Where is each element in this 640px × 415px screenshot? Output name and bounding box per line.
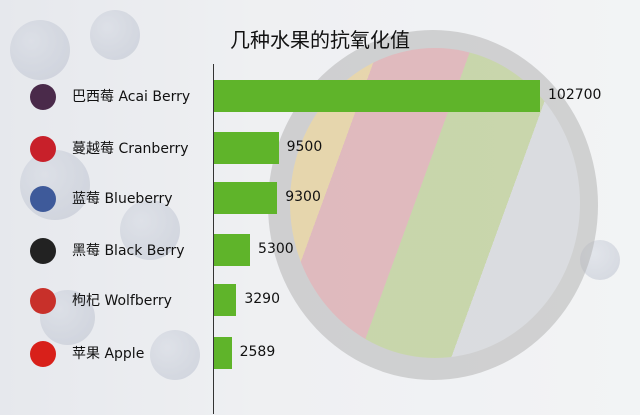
acai-berry-icon xyxy=(30,84,56,110)
apple-icon xyxy=(30,341,56,367)
blueberry-icon xyxy=(30,186,56,212)
y-axis-line xyxy=(213,64,214,414)
category-label: 巴西莓 Acai Berry xyxy=(72,89,191,105)
chart-title: 几种水果的抗氧化值 xyxy=(230,28,410,52)
bar xyxy=(214,337,232,369)
bar-row: 枸杞 Wolfberry 3290 xyxy=(0,280,640,320)
category-label: 蔓越莓 Cranberry xyxy=(72,141,189,157)
category-label: 苹果 Apple xyxy=(72,346,145,362)
bar-row: 苹果 Apple 2589 xyxy=(0,333,640,373)
category-label: 黑莓 Black Berry xyxy=(72,243,185,259)
category-label: 蓝莓 Blueberry xyxy=(72,191,173,207)
bar xyxy=(214,234,251,266)
bar-row: 巴西莓 Acai Berry 102700 xyxy=(0,76,640,116)
bar xyxy=(214,132,279,164)
cranberry-icon xyxy=(30,136,56,162)
bar xyxy=(214,80,540,112)
bar-row: 蔓越莓 Cranberry 9500 xyxy=(0,128,640,168)
data-label: 5300 xyxy=(258,241,294,257)
data-label: 102700 xyxy=(548,87,602,103)
bar xyxy=(214,182,278,214)
bar-row: 黑莓 Black Berry 5300 xyxy=(0,230,640,270)
bar xyxy=(214,284,237,316)
data-label: 3290 xyxy=(244,291,280,307)
data-label: 9300 xyxy=(285,189,321,205)
data-label: 9500 xyxy=(286,139,323,155)
category-label: 枸杞 Wolfberry xyxy=(72,293,172,309)
bar-row: 蓝莓 Blueberry 9300 xyxy=(0,178,640,218)
data-label: 2589 xyxy=(239,344,276,360)
blackberry-icon xyxy=(30,238,56,264)
wolfberry-icon xyxy=(30,288,56,314)
